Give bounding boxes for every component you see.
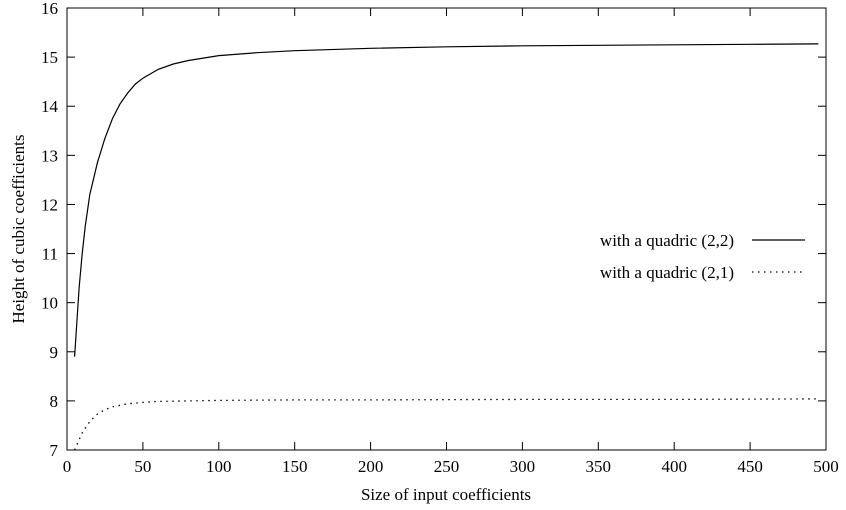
y-axis: 7 8 9 10 11 12 13 14 15 16 [41,0,826,460]
plot-frame [66,7,827,451]
y-tick-label: 8 [50,392,59,411]
y-tick-label: 10 [41,294,58,313]
x-tick-label: 350 [586,457,612,476]
x-tick-label: 50 [134,457,151,476]
legend-label: with a quadric (2,1) [600,263,734,282]
x-tick-label: 250 [434,457,460,476]
legend: with a quadric (2,2) with a quadric (2,1) [600,231,805,282]
x-tick-label: 200 [358,457,384,476]
x-tick-label: 300 [510,457,536,476]
x-tick-label: 0 [63,457,72,476]
y-tick-label: 13 [41,146,58,165]
series-layer [74,43,819,451]
x-tick-label: 500 [813,457,839,476]
y-tick-label: 16 [41,0,58,18]
x-tick-label: 400 [661,457,687,476]
x-tick-label: 100 [206,457,232,476]
y-axis-label: Height of cubic coefficients [9,135,28,324]
x-axis: 0 50 100 150 200 250 300 350 400 450 500 [63,8,839,476]
x-axis-label: Size of input coefficients [361,485,531,504]
series-line-1 [74,43,819,357]
x-tick-label: 450 [737,457,763,476]
y-tick-label: 12 [41,195,58,214]
y-tick-label: 11 [42,245,58,264]
legend-label: with a quadric (2,2) [600,231,734,250]
x-tick-label: 150 [282,457,308,476]
y-tick-label: 15 [41,48,58,67]
y-tick-label: 7 [50,441,59,460]
y-tick-label: 9 [50,343,59,362]
y-tick-label: 14 [41,97,59,116]
